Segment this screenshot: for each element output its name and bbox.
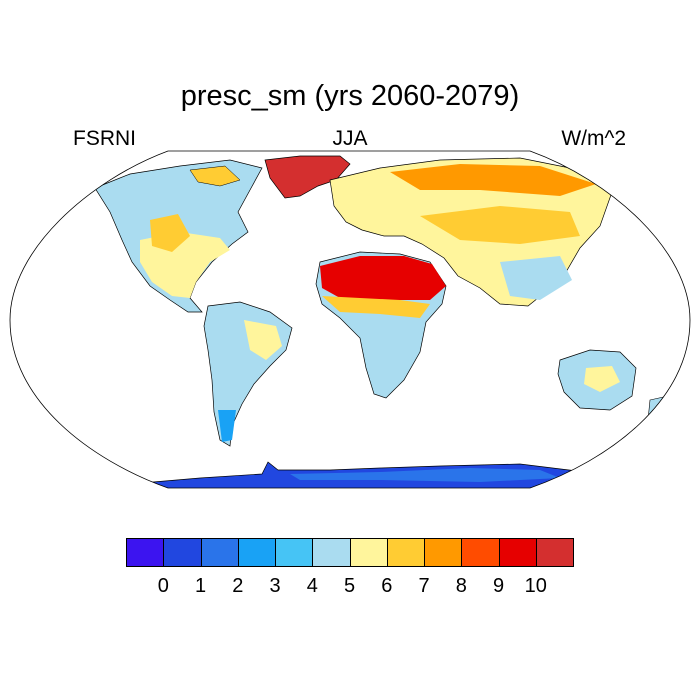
colorbar-label: 7 [418, 575, 430, 597]
colorbar-box [349, 538, 388, 567]
colorbar-label: 8 [455, 575, 467, 597]
south-america-east-band [244, 320, 282, 360]
colorbar-label: 10 [524, 575, 547, 597]
center-string: JJA [332, 127, 368, 150]
left-string: FSRNI [73, 127, 136, 150]
new-zealand-region [647, 395, 669, 421]
colorbar-box [424, 538, 463, 567]
colorbar-box [535, 538, 574, 567]
colorbar-box [275, 538, 314, 567]
colorbar-box [461, 538, 500, 567]
right-string: W/m^2 [561, 127, 626, 150]
eurasia-central-band [420, 206, 580, 244]
globe-outline [9, 150, 691, 489]
north-america-interior-warm [150, 214, 190, 252]
colorbar-box [237, 538, 276, 567]
colorbar-box [498, 538, 537, 567]
australia-interior-band [584, 366, 620, 392]
colorbar-box [200, 538, 239, 567]
southeast-asia-band [500, 256, 572, 300]
north-america-arctic-islands [189, 165, 241, 187]
colorbar-label: 4 [306, 575, 318, 597]
eurasia-north-band [390, 164, 596, 196]
sahara-arabia-region [320, 256, 446, 302]
colorbar-label: 9 [492, 575, 505, 597]
plot-title: presc_sm (yrs 2060-2079) [180, 80, 520, 112]
colorbar-label: 2 [232, 575, 244, 597]
colorbar-label: 6 [381, 575, 393, 597]
colorbar-label: 3 [269, 575, 281, 597]
colorbar-box [386, 538, 425, 567]
colorbar-label: 5 [343, 575, 356, 597]
sahel-band [322, 296, 430, 318]
colorbar-box [126, 538, 165, 567]
colorbar-label: 1 [194, 575, 207, 597]
colorbar-box [163, 538, 202, 567]
colorbar-label: 0 [157, 575, 169, 597]
colorbar-box [312, 538, 351, 567]
south-america-south-tip [218, 410, 236, 442]
antarctica-coast-band [290, 468, 560, 482]
greenland-region [264, 155, 351, 199]
